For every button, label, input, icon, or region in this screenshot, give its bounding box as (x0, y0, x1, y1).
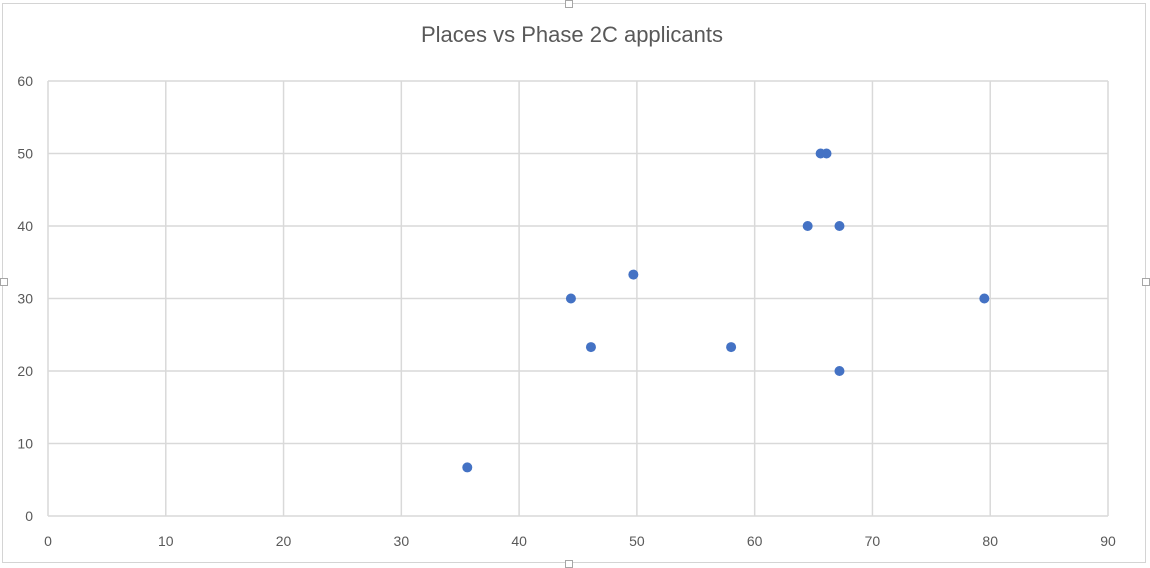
x-axis-ticks: 0 10 20 30 40 50 60 70 80 90 (44, 533, 1116, 549)
y-axis-ticks: 0 10 20 30 40 50 60 (17, 73, 33, 524)
data-point[interactable] (834, 221, 845, 231)
resize-handle-top[interactable] (565, 0, 573, 8)
x-tick-label: 40 (511, 533, 527, 549)
chart-title: Places vs Phase 2C applicants (421, 22, 723, 47)
data-point[interactable] (726, 342, 737, 353)
resize-handle-left[interactable] (0, 278, 8, 286)
y-tick-label: 50 (17, 146, 33, 162)
chart-area[interactable] (2, 3, 1146, 563)
y-tick-label: 40 (17, 218, 33, 234)
y-tick-label: 10 (17, 436, 33, 452)
y-tick-label: 20 (17, 363, 33, 379)
y-tick-label: 0 (25, 508, 33, 524)
x-tick-label: 50 (629, 533, 645, 549)
x-tick-label: 10 (158, 533, 174, 549)
data-point[interactable] (462, 462, 473, 473)
series-points (462, 148, 990, 473)
data-point[interactable] (565, 293, 576, 304)
data-point[interactable] (802, 221, 813, 231)
data-point[interactable] (585, 342, 596, 353)
y-tick-label: 30 (17, 291, 33, 307)
data-point[interactable] (628, 269, 639, 280)
data-point[interactable] (821, 148, 832, 159)
x-tick-label: 70 (865, 533, 881, 549)
data-point[interactable] (834, 366, 845, 376)
y-tick-label: 60 (17, 73, 33, 89)
data-point[interactable] (979, 293, 990, 304)
x-tick-label: 20 (276, 533, 292, 549)
x-tick-label: 80 (982, 533, 998, 549)
x-tick-label: 90 (1100, 533, 1116, 549)
plot-grid (47, 80, 1109, 517)
x-tick-label: 30 (394, 533, 410, 549)
x-tick-label: 0 (44, 533, 52, 549)
x-tick-label: 60 (747, 533, 763, 549)
